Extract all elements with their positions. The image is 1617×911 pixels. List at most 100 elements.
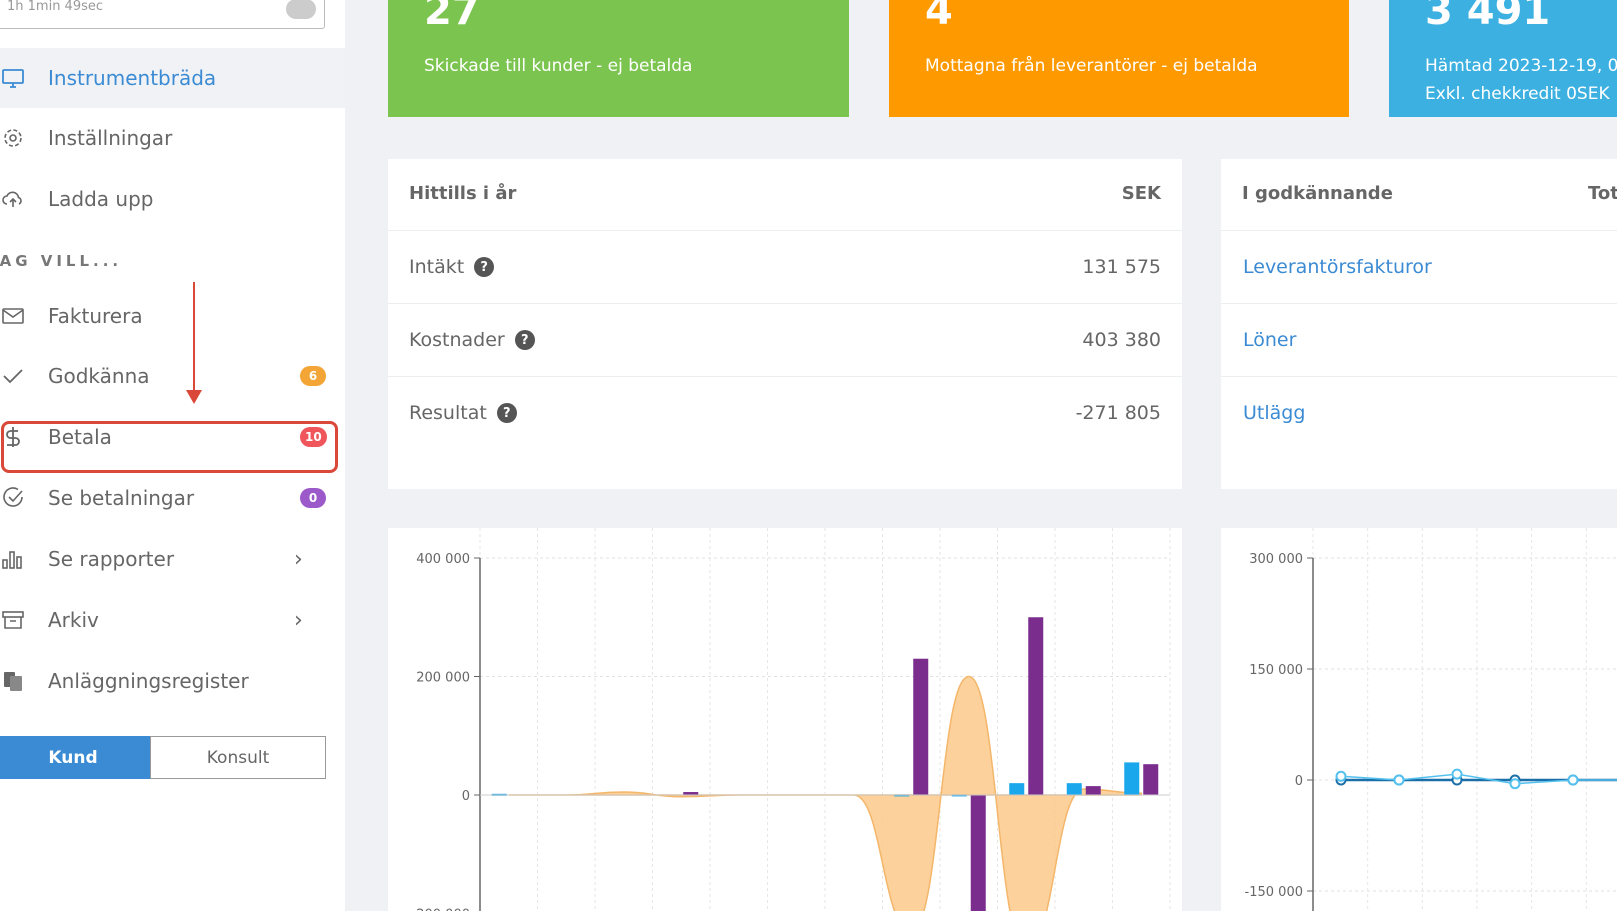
bar xyxy=(1124,762,1140,795)
envelope-icon xyxy=(0,303,26,329)
link-loner[interactable]: Löner xyxy=(1243,329,1297,351)
stat-card-received[interactable]: 4 Mottagna från leverantörer - ej betald… xyxy=(889,0,1349,117)
sidebar: 1h 1min 49sec Instrumentbräda Inställnin… xyxy=(0,0,345,911)
approval-row: Leverantörsfakturor xyxy=(1221,232,1617,304)
approval-row: Utlägg xyxy=(1221,378,1617,450)
link-leverantorsfakturor[interactable]: Leverantörsfakturor xyxy=(1243,256,1432,278)
sidebar-item-instrumentbrada[interactable]: Instrumentbräda xyxy=(0,48,345,108)
sidebar-item-label: Anläggningsregister xyxy=(48,669,249,693)
link-utlagg[interactable]: Utlägg xyxy=(1243,402,1306,424)
stat-card-balance[interactable]: 3 491 Hämtad 2023-12-19, 0 Exkl. chekkre… xyxy=(1389,0,1617,117)
stat-number: 27 xyxy=(424,0,480,34)
data-point xyxy=(1451,768,1463,780)
y-tick-label: 0 xyxy=(1295,774,1303,789)
files-icon xyxy=(0,668,26,694)
y-tick-label: 0 xyxy=(462,789,470,804)
help-icon[interactable]: ? xyxy=(496,403,517,423)
sidebar-item-betala[interactable]: Betala 10 xyxy=(0,407,345,467)
stat-description: Skickade till kunder - ej betalda xyxy=(424,56,693,76)
line-chart-panel: 300 000 150 000 0 -150 000 xyxy=(1221,528,1617,911)
data-point xyxy=(1393,774,1405,786)
sidebar-item-label: Inställningar xyxy=(48,126,173,150)
sidebar-item-label: Instrumentbräda xyxy=(48,66,217,90)
sidebar-item-se-rapporter[interactable]: Se rapporter › xyxy=(0,529,345,589)
sidebar-item-installningar[interactable]: Inställningar xyxy=(0,108,345,168)
stat-description-secondary: Exkl. chekkredit 0SEK xyxy=(1425,84,1610,104)
summary-panel: Hittills i år SEK Intäkt? 131 575 Kostna… xyxy=(388,159,1182,489)
line-chart: 300 000 150 000 0 -150 000 xyxy=(1245,528,1617,911)
data-point xyxy=(1335,770,1347,782)
monitor-icon xyxy=(0,65,26,91)
count-badge: 6 xyxy=(300,366,326,386)
bar xyxy=(683,792,699,795)
cloud-upload-icon xyxy=(0,186,26,212)
summary-header-currency: SEK xyxy=(1121,183,1161,204)
archive-icon xyxy=(0,607,26,633)
bar xyxy=(913,658,929,795)
row-value: 403 380 xyxy=(1082,329,1161,351)
customer-consultant-toggle[interactable]: Kund Konsult xyxy=(0,736,326,779)
section-heading: JAG VILL... xyxy=(0,252,123,270)
row-label: Kostnader xyxy=(409,329,505,351)
row-value: 131 575 xyxy=(1082,256,1161,278)
help-icon[interactable]: ? xyxy=(514,330,535,350)
sidebar-item-label: Godkänna xyxy=(48,364,150,388)
sidebar-item-anlaggningsregister[interactable]: Anläggningsregister xyxy=(0,651,345,711)
dollar-icon xyxy=(0,424,26,450)
chevron-right-icon: › xyxy=(294,607,303,633)
sidebar-item-label: Ladda upp xyxy=(48,187,154,211)
sidebar-item-ladda-upp[interactable]: Ladda upp xyxy=(0,169,345,229)
annotation-arrow xyxy=(193,282,195,390)
sidebar-item-fakturera[interactable]: Fakturera xyxy=(0,286,345,346)
sidebar-item-label: Se rapporter xyxy=(48,547,175,571)
stat-number: 3 491 xyxy=(1425,0,1551,34)
summary-row-intakt: Intäkt? 131 575 xyxy=(388,232,1182,304)
bar xyxy=(970,795,986,911)
data-point xyxy=(1567,774,1579,786)
summary-header-title: Hittills i år xyxy=(409,183,517,204)
summary-header: Hittills i år SEK xyxy=(388,159,1182,231)
sidebar-item-godkanna[interactable]: Godkänna 6 xyxy=(0,346,345,406)
annotation-highlight-box xyxy=(1,421,338,473)
toggle-konsult[interactable]: Konsult xyxy=(150,736,326,779)
row-value: -271 805 xyxy=(1075,402,1161,424)
stat-card-sent[interactable]: 27 Skickade till kunder - ej betalda xyxy=(388,0,849,117)
bar xyxy=(1009,783,1025,795)
sidebar-item-arkiv[interactable]: Arkiv › xyxy=(0,590,345,650)
stat-description: Hämtad 2023-12-19, 0 xyxy=(1425,56,1617,76)
toggle-kund[interactable]: Kund xyxy=(0,736,150,779)
sidebar-item-label: Se betalningar xyxy=(48,486,195,510)
series-line xyxy=(1340,773,1617,785)
bar-chart-panel: 400 000 200 000 0 -200 000 xyxy=(388,528,1182,911)
approval-header-title: I godkännande xyxy=(1242,183,1393,204)
approval-header: I godkännande Tot xyxy=(1221,159,1617,231)
count-badge: 0 xyxy=(300,488,326,508)
approval-header-total: Tot xyxy=(1588,183,1617,204)
annotation-arrow-head xyxy=(186,390,202,404)
approval-panel: I godkännande Tot Leverantörsfakturor Lö… xyxy=(1221,159,1617,489)
bar xyxy=(1028,617,1044,795)
gear-icon xyxy=(0,125,26,151)
chevron-right-icon: › xyxy=(294,546,303,572)
bar xyxy=(1143,764,1159,795)
summary-row-kostnader: Kostnader? 403 380 xyxy=(388,305,1182,377)
sidebar-item-se-betalningar[interactable]: Se betalningar 0 xyxy=(0,468,345,528)
toggle-knob[interactable] xyxy=(286,0,316,19)
y-tick-label: 150 000 xyxy=(1249,663,1303,678)
session-timer[interactable]: 1h 1min 49sec xyxy=(0,0,325,29)
stat-number: 4 xyxy=(925,0,953,34)
sidebar-item-label: Arkiv xyxy=(48,608,99,632)
bar xyxy=(1085,786,1101,795)
sidebar-item-label: Betala xyxy=(48,425,112,449)
help-icon[interactable]: ? xyxy=(474,257,495,277)
row-label: Resultat xyxy=(409,402,487,424)
stat-description: Mottagna från leverantörer - ej betalda xyxy=(925,56,1258,76)
approval-row: Löner xyxy=(1221,305,1617,377)
bar xyxy=(1066,783,1082,795)
check-circle-icon xyxy=(0,485,26,511)
session-timer-text: 1h 1min 49sec xyxy=(7,0,104,14)
sidebar-item-label: Fakturera xyxy=(48,304,143,328)
y-tick-label: -150 000 xyxy=(1245,885,1303,900)
check-icon xyxy=(0,363,26,389)
y-tick-label: 300 000 xyxy=(1249,552,1303,567)
